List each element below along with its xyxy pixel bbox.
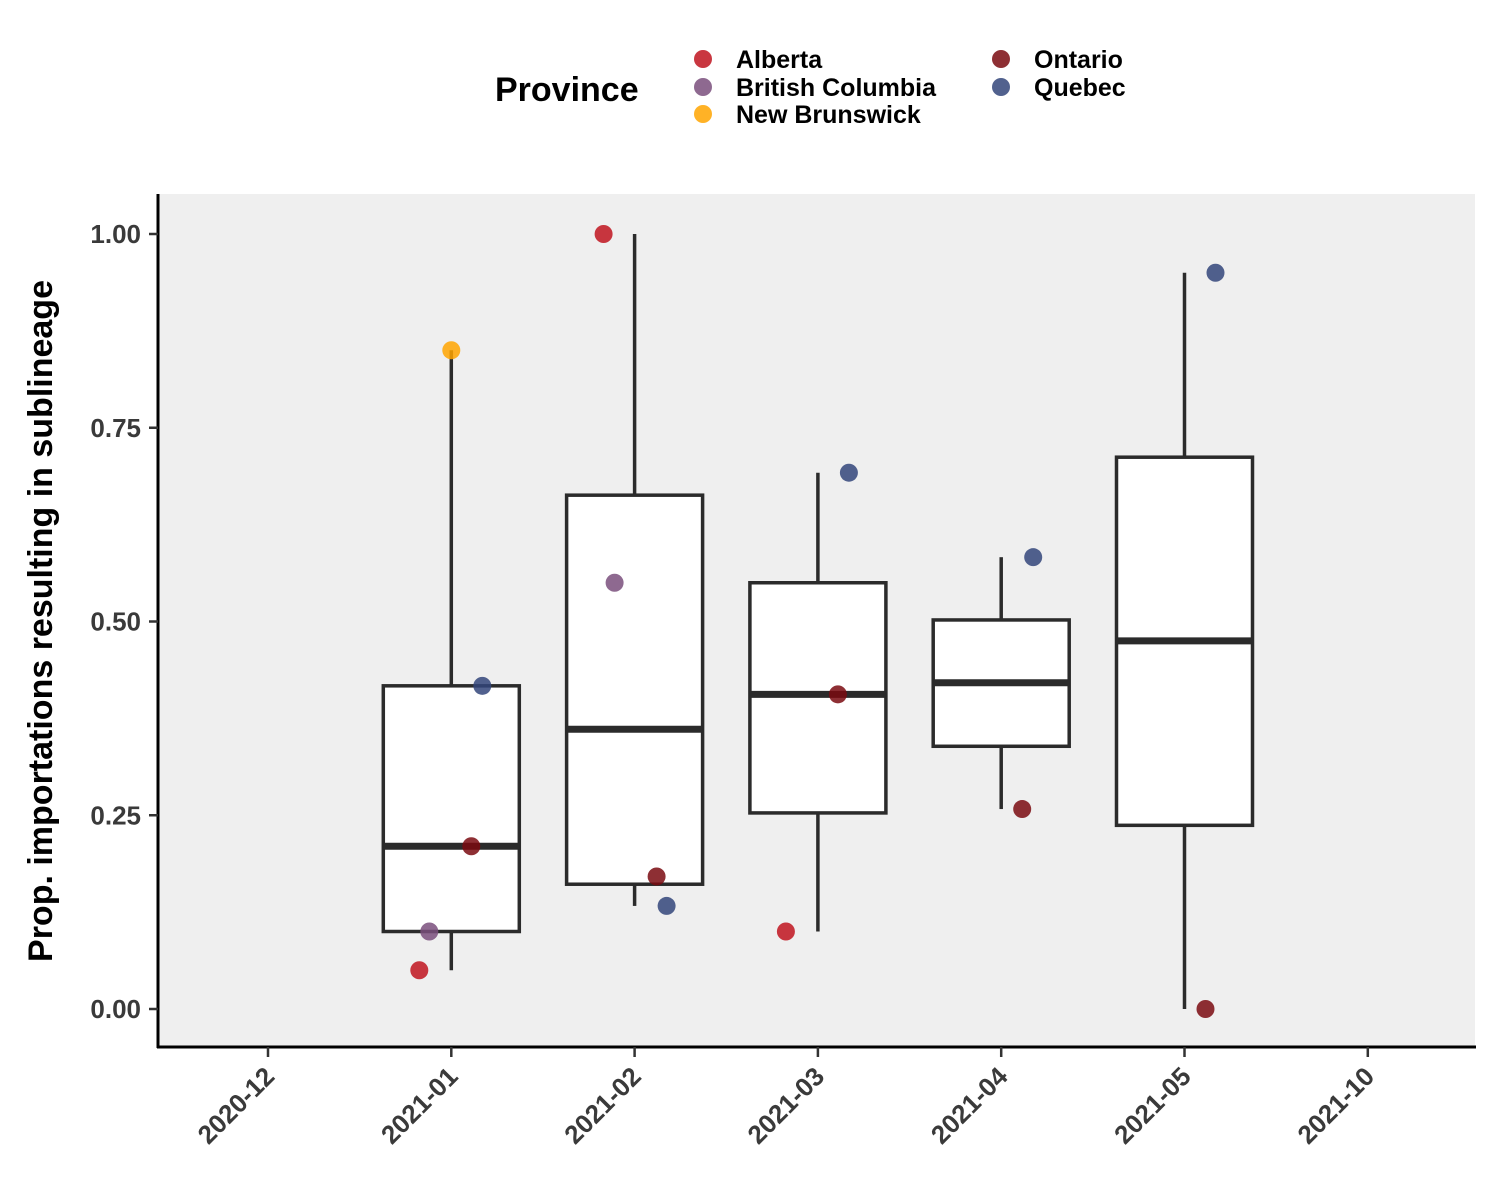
points-layer xyxy=(410,225,1225,1018)
legend-swatch xyxy=(694,78,712,96)
legend-swatch xyxy=(694,105,712,123)
legend-swatch xyxy=(992,50,1010,68)
point-quebec xyxy=(839,463,858,482)
box-2021-05 xyxy=(1114,272,1255,1009)
point-ontario xyxy=(462,837,481,856)
point-quebec xyxy=(1024,548,1043,567)
legend-label: Quebec xyxy=(1034,74,1126,102)
box-2021-04 xyxy=(931,557,1071,810)
legend-label: Ontario xyxy=(1034,46,1123,74)
point-ontario xyxy=(1196,1000,1215,1018)
box-2021-03 xyxy=(748,472,888,932)
point-ontario xyxy=(647,867,666,886)
legend-item-alberta: Alberta xyxy=(694,46,823,74)
point-alberta xyxy=(594,225,613,243)
legend-label: British Columbia xyxy=(736,74,937,102)
legend-title: Province xyxy=(495,71,639,109)
point-british-columbia xyxy=(420,922,439,941)
y-axis-title: Prop. importations resulting in sublinea… xyxy=(22,280,60,962)
y-tick-label: 0.00 xyxy=(90,994,141,1024)
point-british-columbia xyxy=(605,573,624,592)
box-2021-01 xyxy=(381,350,522,971)
y-tick-label: 0.75 xyxy=(90,413,141,443)
boxes-layer xyxy=(381,234,1255,1009)
box-iqr xyxy=(381,684,522,934)
point-ontario xyxy=(1013,800,1032,819)
y-tick-label: 1.00 xyxy=(90,219,141,249)
box-iqr xyxy=(564,493,705,886)
box-2021-02 xyxy=(564,234,705,906)
point-ontario xyxy=(828,685,847,704)
point-alberta xyxy=(776,922,795,941)
legend-item-quebec: Quebec xyxy=(992,74,1126,102)
point-quebec xyxy=(657,896,676,915)
legend-item-british-columbia: British Columbia xyxy=(694,74,937,102)
point-quebec xyxy=(1206,263,1225,282)
legend-label: New Brunswick xyxy=(736,101,921,129)
legend-swatch xyxy=(992,78,1010,96)
y-tick-label: 0.50 xyxy=(90,607,141,637)
point-alberta xyxy=(410,961,429,980)
legend-swatch xyxy=(694,50,712,68)
y-tick-label: 0.25 xyxy=(90,800,141,830)
legend-label: Alberta xyxy=(736,46,823,74)
legend-item-ontario: Ontario xyxy=(992,46,1123,74)
point-quebec xyxy=(473,676,492,695)
y-axis-ticks: 0.00 0.25 0.50 0.75 1.00 xyxy=(90,219,158,1024)
legend-item-new-brunswick: New Brunswick xyxy=(694,101,921,129)
point-new-brunswick xyxy=(442,341,461,360)
